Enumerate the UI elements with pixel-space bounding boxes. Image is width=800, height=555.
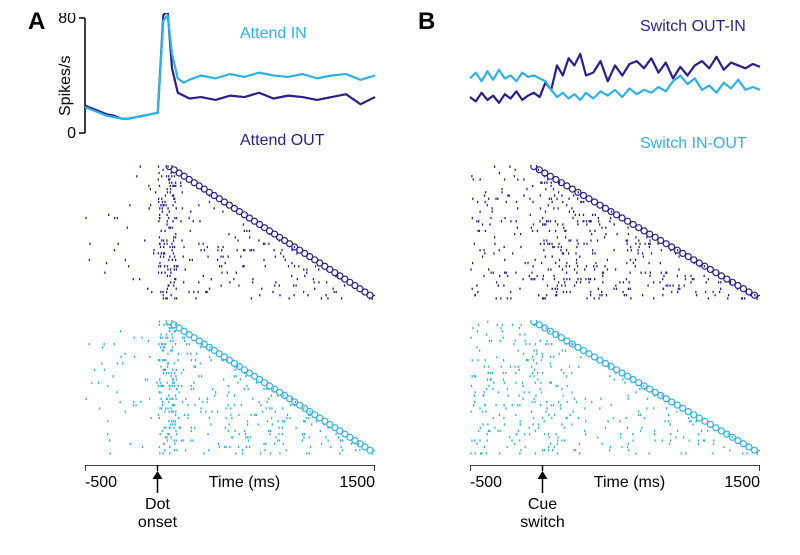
panel-b-xaxis: -500 1500 Time (ms) Cueswitch — [470, 465, 760, 545]
panel-a-letter: A — [28, 8, 45, 36]
svg-text:Dot: Dot — [145, 496, 170, 513]
panel-b-raster-light — [470, 320, 760, 455]
panel-a-raster-light — [85, 320, 375, 455]
svg-text:onset: onset — [138, 514, 178, 531]
series-label: Attend IN — [240, 25, 307, 43]
series-label: Switch OUT-IN — [640, 18, 746, 36]
svg-text:1500: 1500 — [724, 474, 760, 491]
series-label: Switch IN-OUT — [640, 135, 747, 153]
svg-text:Time (ms): Time (ms) — [594, 474, 665, 491]
panel-a-xaxis: -500 1500 Time (ms) Dotonset — [85, 465, 375, 545]
svg-text:-500: -500 — [470, 474, 502, 491]
panel-a-line-chart: 0 80 — [45, 13, 380, 140]
panel-a-raster-dark — [85, 165, 375, 300]
svg-text:switch: switch — [520, 514, 564, 531]
svg-text:1500: 1500 — [339, 474, 375, 491]
svg-text:-500: -500 — [85, 474, 117, 491]
svg-text:80: 80 — [58, 13, 76, 27]
svg-text:Time (ms): Time (ms) — [209, 474, 280, 491]
series-label: Attend OUT — [240, 132, 324, 150]
panel-b-raster-dark — [470, 165, 760, 300]
svg-text:0: 0 — [67, 125, 76, 140]
svg-text:Cue: Cue — [528, 496, 557, 513]
